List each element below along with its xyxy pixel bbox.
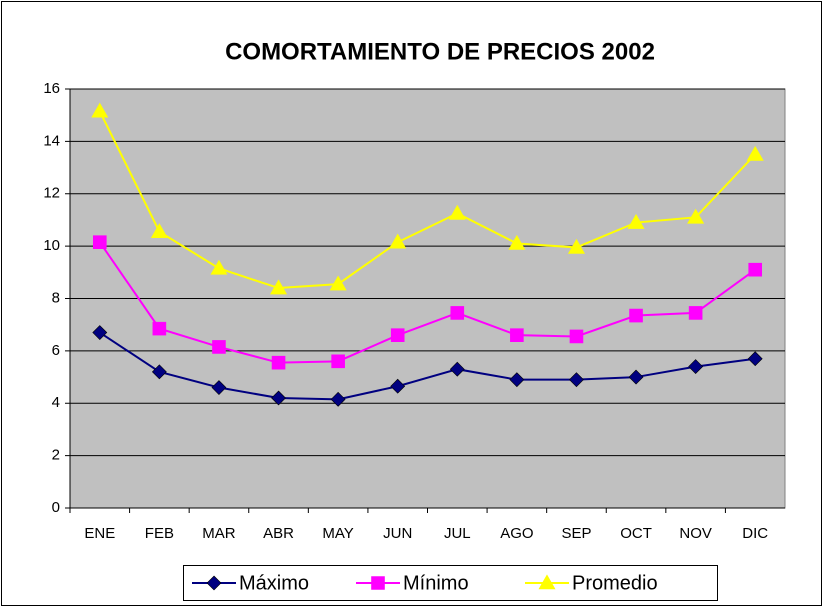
point: [390, 328, 405, 342]
point: [627, 213, 645, 229]
legend-swatch: [538, 574, 556, 590]
point: [450, 306, 465, 320]
legend: [183, 565, 718, 601]
point: [92, 235, 107, 249]
point: [746, 145, 764, 161]
y-tick-label: 8: [52, 289, 60, 306]
point: [330, 391, 346, 407]
x-tick-label: MAR: [202, 525, 236, 542]
point: [92, 325, 108, 340]
point: [271, 390, 286, 406]
point: [569, 329, 584, 344]
point: [212, 340, 226, 354]
point: [569, 372, 584, 388]
point: [747, 351, 763, 367]
x-tick-label: FEB: [145, 525, 174, 542]
point: [449, 361, 465, 377]
point: [91, 102, 109, 118]
y-tick-label: 16: [43, 80, 60, 97]
point: [510, 328, 524, 342]
legend-swatch: [206, 575, 222, 591]
legend-label: Máximo: [239, 572, 309, 594]
y-tick-label: 12: [43, 185, 60, 202]
point: [688, 359, 704, 375]
point: [210, 259, 228, 275]
y-tick-label: 0: [52, 499, 60, 516]
point: [331, 354, 345, 369]
legend-label: Promedio: [572, 572, 658, 594]
point: [688, 306, 703, 320]
series-line: [99, 331, 756, 401]
point: [509, 372, 525, 388]
series-line: [98, 241, 756, 364]
y-tick-label: 2: [52, 447, 60, 464]
x-tick-label: ENE: [84, 525, 115, 542]
point: [687, 208, 705, 224]
point: [748, 262, 763, 277]
point: [389, 233, 407, 249]
point: [211, 380, 227, 395]
x-tick-label: MAY: [322, 525, 353, 542]
point: [508, 234, 526, 250]
x-tick-label: JUN: [383, 525, 412, 542]
point: [390, 378, 406, 394]
point: [628, 369, 644, 385]
chart-title: COMORTAMIENTO DE PRECIOS 2002: [225, 38, 655, 65]
point: [448, 204, 466, 220]
y-tick-label: 14: [43, 132, 60, 149]
x-tick-label: JUL: [444, 525, 471, 542]
x-tick-label: AGO: [500, 525, 533, 542]
point: [150, 223, 168, 239]
x-tick-label: NOV: [679, 525, 712, 542]
point: [567, 238, 585, 254]
y-tick-label: 10: [43, 237, 60, 254]
point: [329, 275, 347, 291]
legend-swatch: [371, 576, 385, 590]
y-tick-label: 6: [52, 342, 60, 359]
point: [151, 364, 167, 380]
legend-label: Mínimo: [403, 572, 469, 594]
x-tick-label: SEP: [561, 525, 591, 542]
x-tick-label: DIC: [742, 525, 768, 542]
point: [270, 279, 288, 295]
point: [152, 321, 167, 336]
point: [271, 355, 286, 370]
point: [629, 308, 643, 323]
y-tick-label: 4: [52, 394, 60, 411]
x-tick-label: OCT: [620, 525, 652, 542]
x-tick-label: ABR: [263, 525, 294, 542]
series-line: [98, 110, 756, 290]
